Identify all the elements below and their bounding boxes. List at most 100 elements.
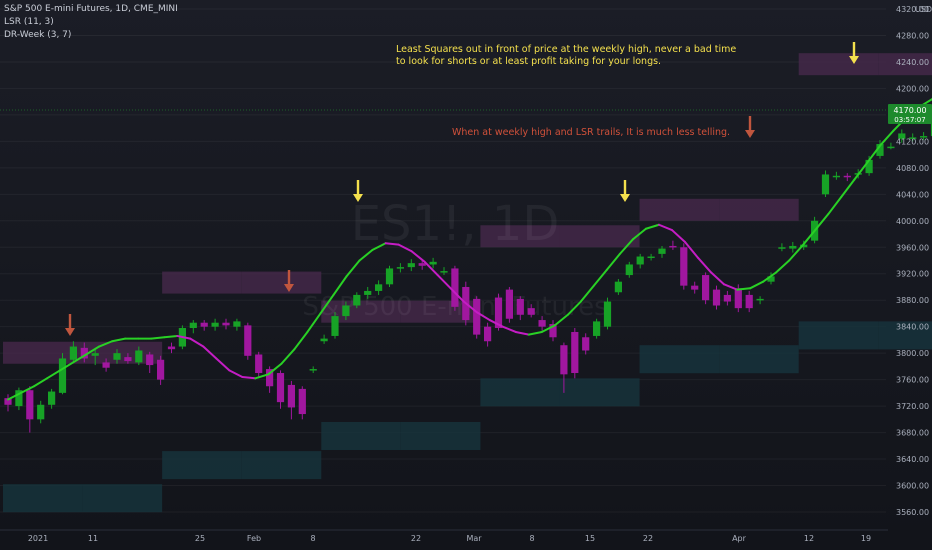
candle-body bbox=[26, 390, 34, 420]
candle-body bbox=[113, 353, 121, 360]
candle-body bbox=[930, 114, 932, 137]
lsr-segment bbox=[579, 284, 595, 303]
candle-body bbox=[244, 325, 252, 356]
candle-body bbox=[80, 347, 88, 359]
candle-body bbox=[342, 305, 350, 317]
lsr-segment bbox=[59, 361, 75, 372]
price-tick-label: 3840.00 bbox=[896, 323, 929, 332]
grid-lines bbox=[0, 8, 886, 513]
lsr-segment bbox=[98, 340, 114, 348]
candle-body bbox=[778, 247, 786, 249]
upper-band-block bbox=[400, 300, 481, 323]
candle-body bbox=[767, 276, 775, 282]
lsr-segment bbox=[657, 223, 673, 232]
lsr-segment bbox=[410, 250, 426, 263]
lsr-segment bbox=[436, 274, 452, 290]
candle-body bbox=[287, 384, 295, 408]
candle-body bbox=[494, 297, 503, 329]
current-price-box: 4170.00 03:57:07 bbox=[888, 104, 932, 124]
yellow-arrow-head bbox=[353, 194, 363, 202]
candle-body bbox=[124, 357, 132, 362]
candle-body bbox=[680, 247, 688, 286]
lsr-segment bbox=[879, 129, 895, 147]
lsr-segment bbox=[670, 229, 687, 243]
price-tick-label: 3560.00 bbox=[896, 508, 929, 517]
lsr-segment bbox=[749, 280, 765, 290]
candle-body bbox=[734, 288, 742, 309]
candle-body bbox=[353, 294, 361, 306]
candle-body bbox=[603, 301, 612, 327]
candle-body bbox=[4, 398, 12, 405]
lower-band-block bbox=[82, 484, 163, 513]
lsr-segment bbox=[111, 337, 127, 343]
time-tick-label: 8 bbox=[310, 534, 315, 543]
arrows bbox=[65, 42, 859, 336]
upper-band-block bbox=[639, 198, 720, 221]
legend-lsr[interactable]: LSR (11, 3) bbox=[4, 17, 54, 27]
lsr-segment bbox=[176, 334, 192, 340]
lsr-segment bbox=[605, 252, 621, 271]
lsr-segment bbox=[189, 337, 205, 348]
candle-body bbox=[920, 136, 928, 138]
time-tick-label: Apr bbox=[732, 534, 747, 543]
candle-body bbox=[832, 175, 840, 178]
candle-body bbox=[396, 267, 404, 269]
lsr-segment bbox=[840, 178, 856, 198]
candle-body bbox=[473, 298, 481, 335]
lsr-segment bbox=[306, 312, 322, 333]
lsr-segment bbox=[475, 311, 491, 322]
upper-band-block bbox=[321, 300, 401, 323]
price-tick-label: 4240.00 bbox=[896, 58, 929, 67]
lsr-segment bbox=[280, 348, 296, 365]
candle-body bbox=[691, 285, 699, 290]
time-tick-label: Mar bbox=[466, 534, 482, 543]
lsr-segment bbox=[150, 336, 166, 340]
lsr-segment bbox=[163, 334, 179, 339]
candle-body bbox=[418, 263, 426, 266]
legend-symbol[interactable]: S&P 500 E-mini Futures, 1D, CME_MINI bbox=[4, 4, 178, 14]
candle-body bbox=[702, 275, 710, 301]
candle-body bbox=[756, 298, 764, 301]
countdown-label: 03:57:07 bbox=[894, 116, 925, 124]
time-tick-label: 2021 bbox=[28, 534, 48, 543]
candle-body bbox=[48, 391, 56, 405]
lsr-segment bbox=[449, 287, 465, 303]
price-axis[interactable]: 3560.00 3600.00 3640.00 3680.00 3720.00 3760.… bbox=[896, 5, 929, 517]
lsr-segment bbox=[215, 357, 231, 372]
time-tick-label: 8 bbox=[529, 534, 534, 543]
candle-body bbox=[364, 290, 372, 295]
time-axis[interactable]: 2021 11 25 Feb 8 22 Mar 8 15 22 Apr 12 19 bbox=[0, 529, 888, 543]
upper-band-block bbox=[480, 225, 560, 248]
candle-body bbox=[233, 321, 241, 327]
price-tick-label: 4000.00 bbox=[896, 217, 929, 226]
lsr-segment bbox=[527, 330, 543, 336]
lower-band-block bbox=[559, 378, 640, 407]
lsr-segment bbox=[319, 293, 335, 315]
lsr-segment bbox=[566, 300, 582, 316]
lsr-segment bbox=[736, 287, 752, 291]
candle-body bbox=[505, 289, 513, 319]
upper-band-block bbox=[798, 53, 879, 76]
candle-body bbox=[331, 316, 339, 336]
lsr-segment bbox=[20, 385, 36, 394]
candle-body bbox=[298, 388, 306, 415]
legend-dr-week[interactable]: DR-Week (3, 7) bbox=[4, 30, 72, 40]
candle-body bbox=[538, 320, 546, 327]
red-arrow-head bbox=[65, 328, 75, 336]
candle-body bbox=[909, 137, 917, 139]
lsr-segment bbox=[644, 223, 660, 230]
lsr-segment bbox=[33, 377, 49, 388]
candle-body bbox=[712, 289, 721, 306]
candle-body bbox=[625, 264, 633, 276]
time-tick-label: 15 bbox=[585, 534, 595, 543]
lsr-segment bbox=[345, 259, 361, 278]
upper-band-block bbox=[241, 271, 322, 294]
candle-body bbox=[429, 261, 437, 265]
candle-body bbox=[375, 284, 383, 291]
lsr-segment bbox=[7, 391, 23, 401]
lsr-segment bbox=[723, 283, 739, 291]
candle-body bbox=[320, 338, 328, 342]
candle-body bbox=[69, 346, 77, 360]
